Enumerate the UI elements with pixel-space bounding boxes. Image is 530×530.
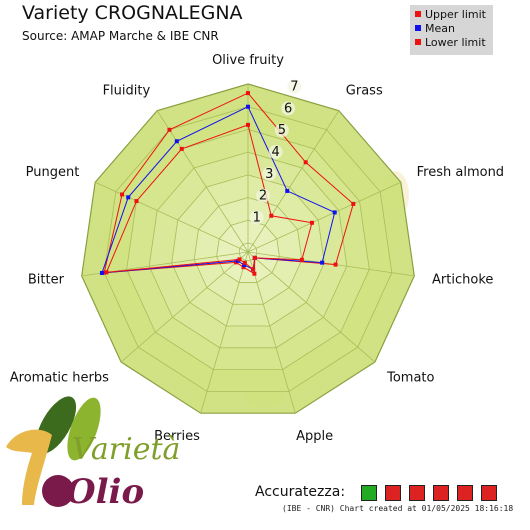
series-line-2 <box>105 124 313 273</box>
accuracy-box-3 <box>409 485 425 501</box>
accuracy-box-1 <box>361 485 377 501</box>
tick-bg-1 <box>249 210 264 225</box>
series-1-point-9 <box>126 195 131 200</box>
series-0-point-6 <box>241 265 246 270</box>
series-0-point-9 <box>120 192 125 197</box>
series-2-point-6 <box>242 260 247 265</box>
tick-bg-7 <box>287 79 302 94</box>
spoke-1 <box>247 110 340 253</box>
tick-label-4: 4 <box>271 145 279 160</box>
series-line-1 <box>101 106 336 274</box>
series-2-point-7 <box>237 257 242 262</box>
series-2-point-9 <box>134 199 139 204</box>
spoke-7 <box>120 251 249 363</box>
radar-series <box>99 91 356 276</box>
series-1-point-1 <box>285 188 290 193</box>
series-1-point-8 <box>99 270 104 275</box>
series-1-point-6 <box>242 262 247 267</box>
legend: Upper limit Mean Lower limit <box>410 5 493 55</box>
series-2-point-1 <box>269 213 274 218</box>
series-2-point-0 <box>246 122 250 127</box>
legend-label-upper: Upper limit <box>425 8 486 21</box>
series-0-point-3 <box>333 262 338 267</box>
tick-bg-2 <box>256 188 271 203</box>
logo-olive <box>42 475 74 507</box>
category-label-5: Apple <box>296 429 333 444</box>
accuracy-box-4 <box>433 485 449 501</box>
category-label-4: Tomato <box>386 371 434 386</box>
tick-bg-4 <box>268 145 283 160</box>
series-2-point-8 <box>104 270 109 275</box>
series-2-point-3 <box>299 257 304 262</box>
series-1-point-10 <box>174 139 179 144</box>
accuracy-box-2 <box>385 485 401 501</box>
logo-word-varieta: Varietà <box>72 432 181 467</box>
accuracy-box-5 <box>457 485 473 501</box>
tick-label-1: 1 <box>253 211 261 226</box>
series-2-point-4 <box>252 255 257 260</box>
tick-label-6: 6 <box>284 101 292 116</box>
category-label-1: Grass <box>346 83 383 98</box>
accuracy-label: Accuratezza: <box>255 484 346 500</box>
tick-bg-6 <box>281 101 296 116</box>
spoke-4 <box>247 251 376 363</box>
spoke-5 <box>247 251 296 414</box>
series-0-point-10 <box>167 127 172 132</box>
spoke-6 <box>200 251 249 414</box>
legend-item-lower: Lower limit <box>415 36 486 50</box>
tick-label-2: 2 <box>259 189 267 204</box>
legend-item-mean: Mean <box>415 22 455 36</box>
category-label-3: Artichoke <box>432 272 493 287</box>
tick-label-7: 7 <box>290 80 298 95</box>
legend-label-mean: Mean <box>425 22 455 35</box>
series-0-point-2 <box>351 201 356 206</box>
logo-leaf-light <box>67 397 101 461</box>
tick-labels: 1 2 3 4 5 6 7 <box>249 79 302 226</box>
category-label-9: Pungent <box>26 165 80 180</box>
category-label-7: Aromatic herbs <box>10 371 109 386</box>
series-0-point-5 <box>252 271 257 276</box>
chart-subtitle: Source: AMAP Marche & IBE CNR <box>22 29 219 43</box>
tick-label-5: 5 <box>278 123 286 138</box>
series-1-point-0 <box>246 104 250 109</box>
category-labels: Olive fruity Grass Fresh almond Artichoke To… <box>10 53 504 444</box>
spoke-2 <box>247 181 401 253</box>
footer-note: (IBE - CNR) Chart created at 01/05/2025 … <box>282 504 514 513</box>
legend-swatch-mean <box>415 25 421 31</box>
series-1-point-3 <box>320 260 325 265</box>
spoke-10 <box>156 110 249 253</box>
tick-label-3: 3 <box>265 167 273 182</box>
series-0-point-0 <box>246 91 250 96</box>
category-label-10: Fluidity <box>103 83 151 98</box>
tick-bg-3 <box>262 166 277 181</box>
varieta-olio-logo <box>6 396 101 507</box>
series-line-0 <box>103 92 354 275</box>
tick-bg-5 <box>274 123 289 138</box>
category-label-8: Bitter <box>28 272 65 287</box>
series-1-point-2 <box>332 210 337 215</box>
category-label-2: Fresh almond <box>417 165 504 180</box>
series-2-point-10 <box>179 146 184 151</box>
logo-figure-one <box>6 429 52 505</box>
legend-swatch-upper <box>415 11 421 17</box>
legend-label-lower: Lower limit <box>425 36 486 49</box>
accuracy-box-6 <box>481 485 497 501</box>
series-2-point-2 <box>309 220 314 225</box>
legend-swatch-lower <box>415 39 421 45</box>
category-label-0: Olive fruity <box>212 53 284 68</box>
logo-word-olio: Olio <box>66 472 145 512</box>
legend-item-upper: Upper limit <box>415 8 486 22</box>
series-2-point-5 <box>251 267 256 272</box>
series-0-point-1 <box>303 160 308 165</box>
chart-title: Variety CROGNALEGNA <box>22 2 243 24</box>
category-label-6: Berries <box>154 429 200 444</box>
